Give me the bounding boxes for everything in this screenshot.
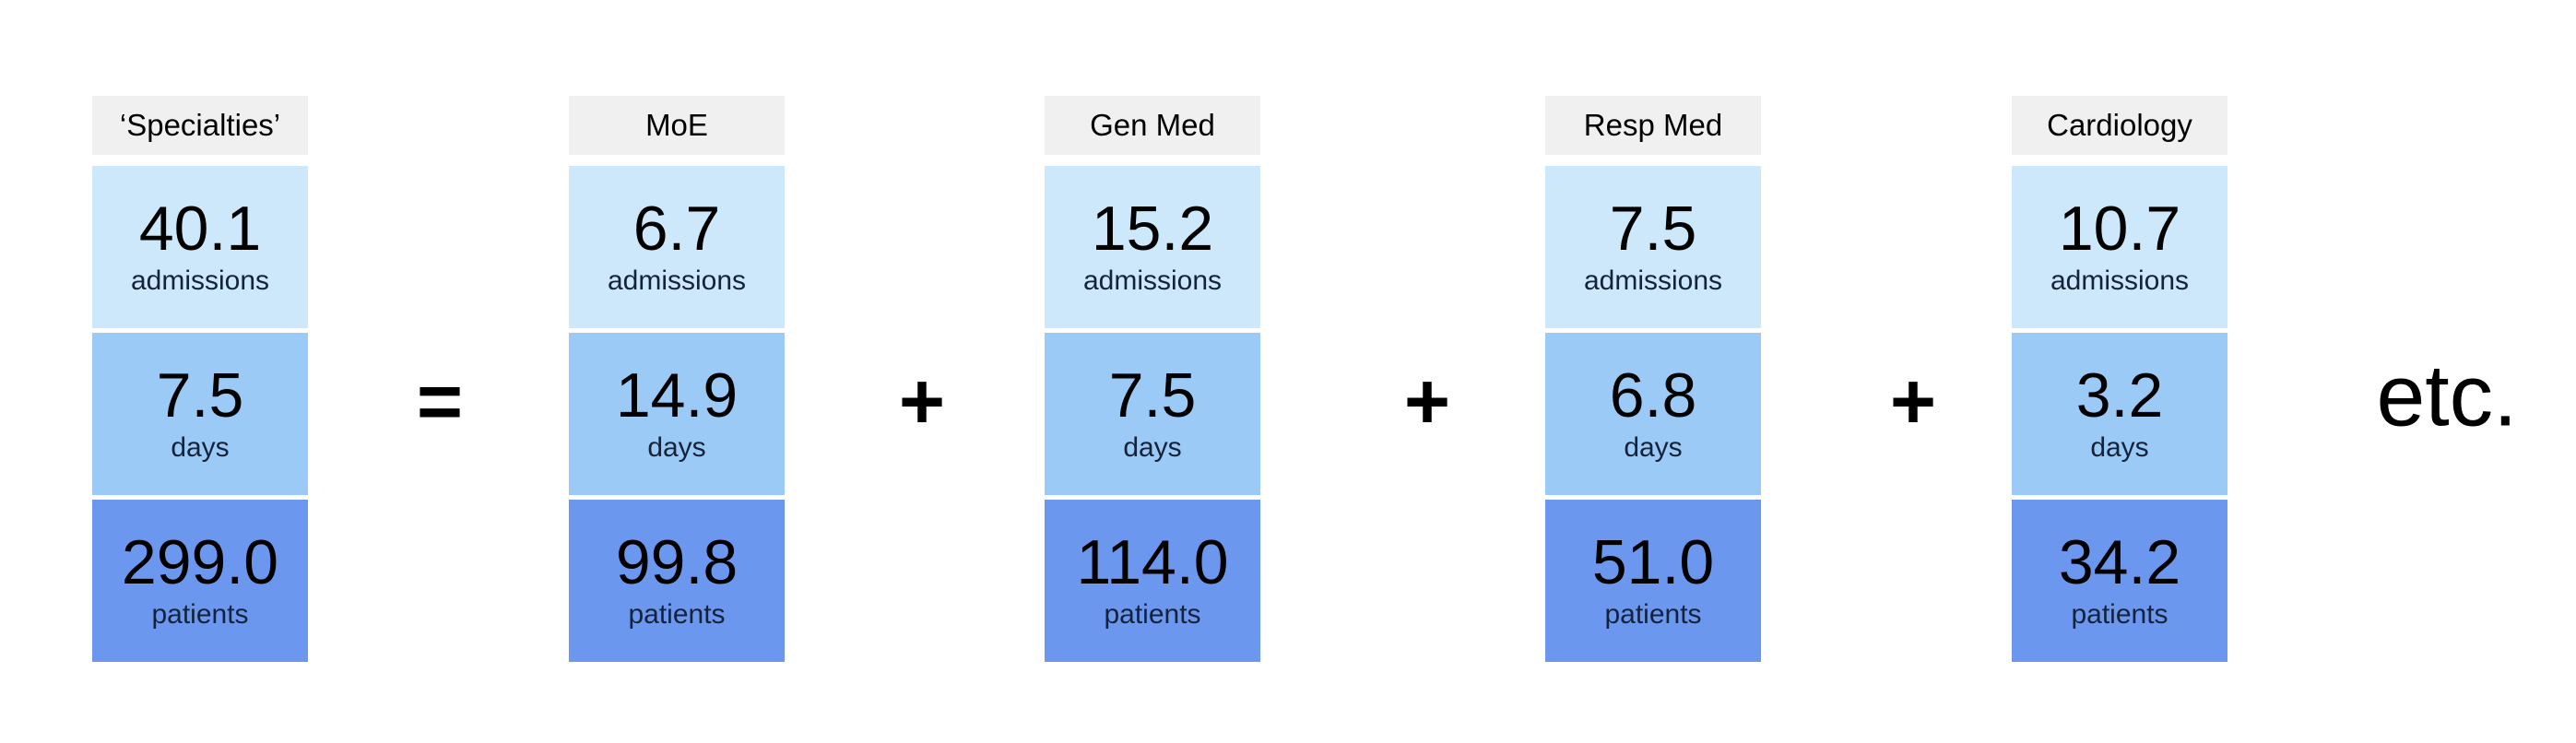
patients-value: 51.0 (1591, 527, 1715, 598)
patients-unit-label: patients (628, 598, 726, 630)
column-moe: MoE 6.7 admissions 14.9 days 99.8 patien… (569, 96, 785, 666)
admissions-cell: 6.7 admissions (569, 166, 785, 328)
days-cell: 3.2 days (2012, 333, 2227, 495)
patients-value: 114.0 (1076, 527, 1229, 598)
admissions-cell: 7.5 admissions (1545, 166, 1761, 328)
days-unit-label: days (1123, 431, 1182, 463)
admissions-cell: 10.7 admissions (2012, 166, 2227, 328)
admissions-unit-label: admissions (1082, 265, 1223, 296)
days-unit-label: days (1624, 431, 1683, 463)
plus-sign: + (1403, 358, 1451, 446)
plus-sign: + (1889, 358, 1937, 446)
days-unit-label: days (647, 431, 706, 463)
days-unit-label: days (2090, 431, 2149, 463)
column-header: MoE (569, 96, 785, 155)
patients-unit-label: patients (2071, 598, 2168, 630)
etc-label: etc. (2376, 347, 2518, 445)
admissions-value: 15.2 (1091, 194, 1214, 265)
admissions-unit-label: admissions (2050, 265, 2190, 296)
patients-unit-label: patients (151, 598, 249, 630)
admissions-unit-label: admissions (130, 265, 270, 296)
admissions-value: 6.7 (632, 194, 721, 265)
admissions-value: 10.7 (2058, 194, 2181, 265)
days-value: 7.5 (1108, 360, 1197, 431)
days-value: 7.5 (156, 360, 244, 431)
column-header: Gen Med (1045, 96, 1260, 155)
patients-unit-label: patients (1104, 598, 1201, 630)
days-cell: 14.9 days (569, 333, 785, 495)
column-resp-med: Resp Med 7.5 admissions 6.8 days 51.0 pa… (1545, 96, 1761, 666)
column-gen-med: Gen Med 15.2 admissions 7.5 days 114.0 p… (1045, 96, 1260, 666)
column-header: Resp Med (1545, 96, 1761, 155)
column-cardiology: Cardiology 10.7 admissions 3.2 days 34.2… (2012, 96, 2227, 666)
patients-value: 34.2 (2058, 527, 2181, 598)
plus-sign: + (898, 358, 946, 446)
days-value: 6.8 (1609, 360, 1697, 431)
patients-value: 299.0 (121, 527, 279, 598)
patients-cell: 51.0 patients (1545, 500, 1761, 662)
days-value: 14.9 (615, 360, 739, 431)
admissions-cell: 40.1 admissions (92, 166, 308, 328)
days-unit-label: days (171, 431, 230, 463)
column-specialties: ‘Specialties’ 40.1 admissions 7.5 days 2… (92, 96, 308, 666)
admissions-unit-label: admissions (1583, 265, 1723, 296)
days-cell: 7.5 days (92, 333, 308, 495)
days-cell: 6.8 days (1545, 333, 1761, 495)
column-header: ‘Specialties’ (92, 96, 308, 155)
patients-cell: 99.8 patients (569, 500, 785, 662)
admissions-unit-label: admissions (607, 265, 747, 296)
days-value: 3.2 (2075, 360, 2164, 431)
days-cell: 7.5 days (1045, 333, 1260, 495)
patients-unit-label: patients (1604, 598, 1702, 630)
patients-cell: 299.0 patients (92, 500, 308, 662)
patients-value: 99.8 (615, 527, 739, 598)
admissions-value: 40.1 (138, 194, 262, 265)
column-header: Cardiology (2012, 96, 2227, 155)
patients-cell: 34.2 patients (2012, 500, 2227, 662)
patients-cell: 114.0 patients (1045, 500, 1260, 662)
admissions-cell: 15.2 admissions (1045, 166, 1260, 328)
admissions-value: 7.5 (1609, 194, 1697, 265)
equals-sign: = (416, 358, 464, 446)
